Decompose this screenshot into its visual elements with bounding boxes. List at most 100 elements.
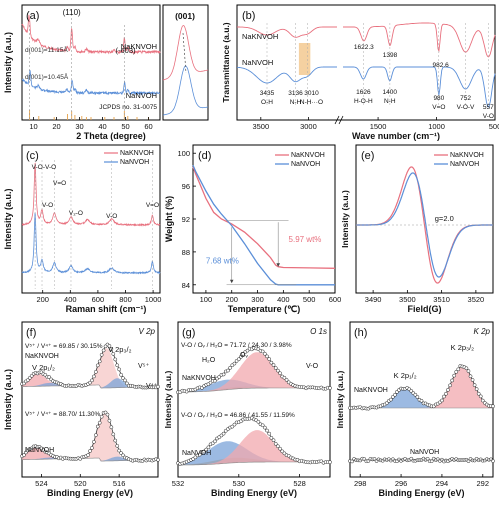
ir-NaNVOH-high xyxy=(237,66,337,84)
legend-NaKNVOH: NaKNVOH xyxy=(242,32,278,41)
xps-data-point xyxy=(119,372,123,377)
xps-data-point xyxy=(466,369,471,373)
peak-V4: V⁴⁺ xyxy=(146,383,158,390)
peak-pos: 1626 xyxy=(356,89,371,96)
legend-NaKNVOH: NaKNVOH xyxy=(450,152,484,159)
x-axis-label: Field(G) xyxy=(408,304,442,314)
xps-data-point xyxy=(88,449,92,453)
legend-NaNVOH: NaNVOH xyxy=(242,58,273,67)
ir-NaKNVOH-high xyxy=(237,26,337,38)
xps-data-point xyxy=(123,378,127,383)
x-tick-label: 200 xyxy=(225,295,238,304)
band-label: V-O xyxy=(42,202,53,209)
xps-data-point xyxy=(95,363,100,368)
x-axis-label: Binding Energy (eV) xyxy=(47,488,133,498)
xps-data-point xyxy=(232,361,237,366)
inset-label: (001) xyxy=(175,11,195,21)
axis-break xyxy=(338,115,344,125)
xps-data-point xyxy=(265,354,269,359)
xps-data-point xyxy=(419,398,424,403)
x-tick-label: 600 xyxy=(329,295,342,304)
panel-e-frame xyxy=(355,144,494,294)
xps-data-point xyxy=(389,397,393,402)
band-label: V=O xyxy=(53,180,66,187)
xps-data-point xyxy=(113,357,118,362)
panel-title: V 2p xyxy=(139,327,156,336)
y-axis-label: Weight (%) xyxy=(164,196,174,242)
ratio-NaNVOH: V-O / Oᵥ / H₂O = 46.86 / 41.55 / 11.59% xyxy=(181,412,295,419)
xps-data-point xyxy=(260,349,265,354)
xps-data-point xyxy=(263,425,267,430)
panel-title: O 1s xyxy=(310,327,327,336)
legend-NaNVOH: NaNVOH xyxy=(120,159,149,166)
xps-data-point xyxy=(92,374,96,379)
panel-label-a: (a) xyxy=(26,10,39,22)
x-tick-label: 400 xyxy=(64,295,77,304)
panel-title: K 2p xyxy=(474,327,491,336)
y-axis-label: Intensity (a.u.) xyxy=(3,369,13,430)
legend-NaKNVOH: NaKNVOH xyxy=(120,150,154,157)
xps-data-point xyxy=(99,352,104,357)
x-tick-label: 200 xyxy=(36,295,49,304)
xps-data-point xyxy=(450,378,454,383)
x-tick-label: 520 xyxy=(74,479,87,488)
xps-data-point xyxy=(111,432,116,437)
legend-NaNVOH: NaNVOH xyxy=(291,161,320,168)
x-tick-label: 40 xyxy=(98,122,106,131)
panel-label-e: (e) xyxy=(361,150,374,162)
xps-data-point xyxy=(217,375,222,379)
y-tick-label: 92 xyxy=(182,215,190,224)
xps-data-point xyxy=(97,420,102,425)
xps-data-point xyxy=(480,398,485,403)
inset-curve-NaKNVOH xyxy=(162,25,209,81)
ir-NaKNVOH-low xyxy=(343,22,496,58)
x-tick-label: 60 xyxy=(144,122,152,131)
xps-component xyxy=(178,352,330,392)
xps-data-point xyxy=(22,453,26,457)
xps-data-point xyxy=(213,378,217,383)
xps-component xyxy=(22,456,158,462)
x-tick-label: 3500 xyxy=(252,122,269,131)
x-tick-label: 292 xyxy=(477,479,490,488)
xps-data-point xyxy=(197,452,202,457)
xps-data-point xyxy=(271,438,276,443)
panel-label-h: (h) xyxy=(354,327,367,339)
x-tick-label: 296 xyxy=(395,479,408,488)
xps-data-point xyxy=(115,443,120,448)
x-tick-label: 528 xyxy=(293,479,306,488)
xps-data-point xyxy=(271,363,276,367)
ratio-NaNVOH: V⁵⁺ / V⁴⁺ = 88.70/ 11.30% xyxy=(25,411,101,418)
xps-data-point xyxy=(446,387,450,392)
x-tick-label: 100 xyxy=(200,295,213,304)
xps-data-point xyxy=(491,404,495,409)
xps-data-point xyxy=(92,440,96,444)
xps-data-point xyxy=(478,394,483,399)
xps-data-point xyxy=(156,457,160,462)
mass-loss-NaKNVOH: 5.97 wt% xyxy=(289,235,322,244)
x-axis-label: Temperature (℃) xyxy=(228,304,300,314)
dspacing-NaKNVOH: d(001)=11.15Å xyxy=(25,45,68,54)
xps-data-point xyxy=(284,378,289,382)
x-tick-label: 524 xyxy=(35,479,48,488)
xps-data-point xyxy=(101,348,106,353)
axis-break xyxy=(334,115,340,125)
x-tick-label: 1500 xyxy=(370,122,387,131)
jcpds-label: JCPDS no. 31-0075 xyxy=(99,104,157,111)
legend-NaKNVOH: NaKNVOH xyxy=(121,42,157,51)
raman-NaKNVOH xyxy=(21,162,161,227)
x-axis-label: Binding Energy (eV) xyxy=(211,488,297,498)
peak-pos: 752 xyxy=(460,95,471,102)
xps-data-point xyxy=(413,392,418,397)
x-tick-label: 530 xyxy=(233,479,246,488)
tga-curve-NaKNVOH xyxy=(192,166,336,269)
peak-assign: N-H xyxy=(384,98,396,105)
xps-data-point xyxy=(269,436,274,440)
xps-data-point xyxy=(228,365,232,370)
xps-data-point xyxy=(452,373,457,378)
xps-data-point xyxy=(213,439,217,444)
x-tick-label: 600 xyxy=(92,295,105,304)
xps-data-point xyxy=(239,354,243,359)
raman-NaNVOH xyxy=(21,212,161,275)
peak-assign: N-H···O xyxy=(300,99,323,106)
